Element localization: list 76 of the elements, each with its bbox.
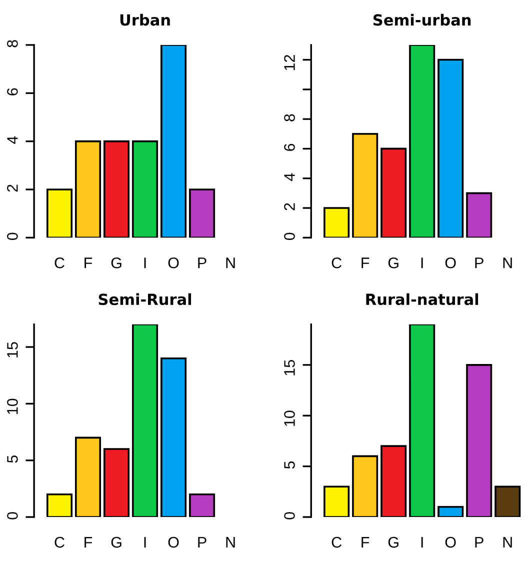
y-tick-label: 5 [7, 455, 18, 463]
y-tick-label: 2 [7, 184, 18, 192]
x-tick-label: O [168, 536, 179, 548]
y-tick-label: 10 [284, 410, 295, 426]
x-tick-label: I [421, 537, 423, 548]
y-tick-label: 0 [284, 232, 295, 240]
x-tick-label: N [226, 537, 235, 548]
x-tick-label: G [111, 536, 122, 548]
x-tick-label: F [84, 258, 92, 268]
x-tick-label: P [475, 537, 484, 548]
x-tick-label: N [226, 258, 235, 268]
y-tick-label: 5 [284, 461, 295, 469]
bar [324, 486, 350, 518]
x-tick-label: P [198, 537, 206, 548]
y-tick-label: 6 [284, 144, 295, 151]
bar [409, 44, 436, 238]
bar [380, 445, 407, 518]
x-tick-label: I [144, 537, 146, 548]
bar [324, 207, 350, 238]
x-tick-label: C [332, 257, 342, 268]
y-tick-label: 10 [7, 398, 18, 414]
x-tick-label: F [362, 258, 370, 268]
bar [466, 192, 492, 238]
bar [132, 140, 158, 238]
bar [74, 140, 102, 238]
y-tick-label: 8 [284, 114, 295, 122]
x-tick-label: N [503, 537, 512, 548]
bar [132, 324, 158, 518]
y-tick-label: 0 [7, 232, 18, 240]
bar [409, 324, 436, 518]
x-tick-label: F [362, 537, 370, 548]
bar [189, 493, 216, 518]
y-tick-label: 0 [284, 512, 295, 520]
x-tick-label: O [445, 536, 456, 548]
chart-title: Rural-natural [366, 293, 478, 306]
bar [438, 506, 464, 518]
x-tick-label: F [84, 537, 92, 548]
y-tick-label: 4 [284, 173, 295, 181]
bar [352, 132, 378, 238]
bar [103, 140, 130, 238]
x-tick-label: G [388, 257, 398, 268]
x-tick-label: C [54, 257, 64, 268]
bar [160, 44, 187, 238]
bar [494, 486, 521, 518]
bar [160, 357, 187, 518]
x-tick-label: P [198, 258, 206, 268]
bar [46, 493, 73, 518]
chart-title: Semi-urban [373, 14, 471, 26]
x-tick-label: C [54, 536, 64, 548]
x-tick-label: N [503, 258, 512, 268]
chart-title: Urban [120, 14, 170, 26]
bar [466, 364, 492, 518]
bar [46, 188, 73, 238]
bar [352, 455, 378, 518]
x-tick-label: C [332, 536, 342, 548]
bar [189, 188, 216, 238]
x-tick-label: P [475, 258, 484, 268]
x-tick-label: G [111, 257, 122, 268]
x-tick-label: O [445, 257, 456, 268]
y-tick-label: 0 [7, 512, 18, 520]
bar [74, 436, 102, 518]
chart-title: Semi-Rural [98, 293, 192, 306]
x-tick-label: O [168, 257, 179, 268]
bar [103, 448, 130, 518]
y-tick-label: 4 [7, 136, 18, 144]
x-tick-label: I [144, 258, 146, 268]
y-tick-label: 8 [7, 40, 18, 48]
y-tick-label: 15 [284, 360, 295, 376]
x-tick-label: G [388, 536, 398, 548]
bar [380, 148, 407, 238]
y-tick-label: 2 [284, 203, 295, 210]
y-tick-label: 15 [7, 342, 18, 358]
y-tick-label: 6 [7, 88, 18, 96]
y-tick-label: 12 [284, 55, 295, 70]
bar [438, 58, 464, 238]
x-tick-label: I [421, 258, 423, 268]
